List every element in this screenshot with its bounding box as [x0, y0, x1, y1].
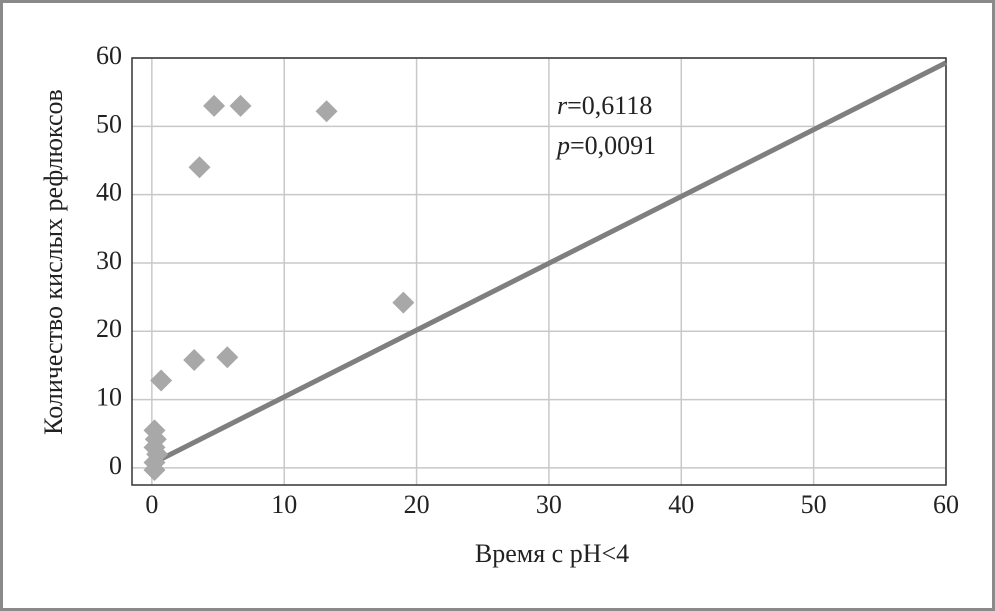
point — [183, 348, 206, 371]
annotation-symbol: r — [557, 91, 568, 120]
annotation: p=0,0091 — [555, 131, 656, 160]
x-tick-label: 60 — [933, 490, 959, 519]
x-tick-label: 50 — [801, 490, 827, 519]
point — [229, 94, 252, 117]
annotation: r=0,6118 — [557, 91, 652, 120]
x-axis-label: Время с pH<4 — [475, 539, 629, 568]
annotation-symbol: p — [555, 131, 570, 160]
y-tick-label: 10 — [96, 383, 122, 412]
y-axis-label: Количество кислых рефлюксов — [39, 89, 68, 435]
point — [315, 100, 338, 123]
point — [188, 156, 211, 179]
x-tick-label: 20 — [404, 490, 430, 519]
y-tick-label: 30 — [96, 246, 122, 275]
marks: r=0,6118 p=0,0091 — [143, 60, 948, 481]
trend-line — [154, 60, 948, 465]
x-tick-label: 10 — [271, 490, 297, 519]
x-tick-label: 0 — [145, 490, 158, 519]
x-tick-label: 40 — [668, 490, 694, 519]
y-tick-label: 20 — [96, 314, 122, 343]
point — [203, 94, 226, 117]
y-tick-label: 0 — [109, 451, 122, 480]
plot-area — [131, 57, 947, 486]
point — [143, 458, 166, 481]
point — [392, 291, 415, 314]
point — [150, 369, 173, 392]
y-tick-label: 60 — [96, 41, 122, 70]
y-tick-label: 40 — [96, 178, 122, 207]
x-tick-label: 30 — [536, 490, 562, 519]
y-tick-label: 50 — [96, 109, 122, 138]
point — [216, 346, 239, 369]
annotation-text: =0,0091 — [570, 131, 656, 160]
annotation-text: =0,6118 — [567, 91, 652, 120]
